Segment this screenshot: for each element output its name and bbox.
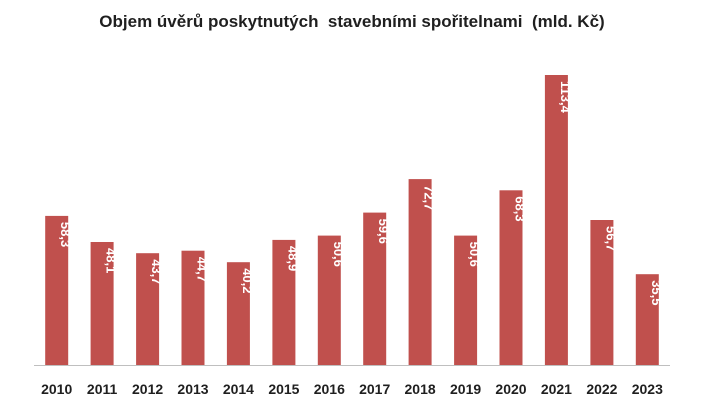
data-label-2022: 56,7 <box>603 226 618 251</box>
data-label-2023: 35,5 <box>649 280 664 305</box>
x-tick-label-2020: 2020 <box>495 381 526 397</box>
bar-2022 <box>590 220 614 365</box>
bar-2020 <box>499 190 523 365</box>
bar-2021 <box>544 75 568 365</box>
x-tick-label-2014: 2014 <box>223 381 254 397</box>
data-label-2013: 44,7 <box>195 257 210 282</box>
data-label-2017: 59,6 <box>376 219 391 244</box>
x-tick-label-2023: 2023 <box>632 381 663 397</box>
bar-2017 <box>363 212 387 365</box>
bar-2018 <box>408 179 432 365</box>
bar-2011 <box>90 242 114 365</box>
data-label-2014: 40,2 <box>240 268 255 293</box>
bar-2013 <box>181 250 205 365</box>
bar-labels-group: 58,3 48,1 43,7 44,7 40,2 48,9 50,6 59,6 72,7 50,6… <box>58 81 664 306</box>
x-tick-label-2015: 2015 <box>268 381 299 397</box>
x-tick-label-2010: 2010 <box>41 381 72 397</box>
data-label-2016: 50,6 <box>331 242 346 267</box>
bar-2015 <box>272 239 296 365</box>
chart-title: Objem úvěrů poskytnutých stavebními spoř… <box>99 12 605 31</box>
bar-2010 <box>45 215 69 365</box>
x-tick-label-2021: 2021 <box>541 381 572 397</box>
bar-2019 <box>454 235 478 365</box>
x-tick-labels-group: 2010 2011 2012 2013 2014 2015 2016 2017 2018 2019… <box>41 381 663 397</box>
data-label-2021: 113,4 <box>558 81 573 114</box>
data-label-2020: 68,3 <box>513 196 528 221</box>
bars-group <box>45 75 659 365</box>
x-tick-label-2018: 2018 <box>405 381 436 397</box>
data-label-2019: 50,6 <box>467 242 482 267</box>
bar-2012 <box>136 253 160 365</box>
data-label-2018: 72,7 <box>422 185 437 210</box>
bar-2014 <box>226 262 250 365</box>
x-tick-label-2013: 2013 <box>177 381 208 397</box>
x-tick-label-2019: 2019 <box>450 381 481 397</box>
x-tick-label-2012: 2012 <box>132 381 163 397</box>
data-label-2015: 48,9 <box>285 246 300 271</box>
data-label-2012: 43,7 <box>149 259 164 284</box>
data-label-2011: 48,1 <box>104 248 119 273</box>
x-tick-label-2022: 2022 <box>586 381 617 397</box>
x-tick-label-2017: 2017 <box>359 381 390 397</box>
bar-2023 <box>635 274 659 365</box>
x-tick-label-2016: 2016 <box>314 381 345 397</box>
data-label-2010: 58,3 <box>58 222 73 247</box>
x-tick-label-2011: 2011 <box>87 381 118 397</box>
bar-2016 <box>317 235 341 365</box>
